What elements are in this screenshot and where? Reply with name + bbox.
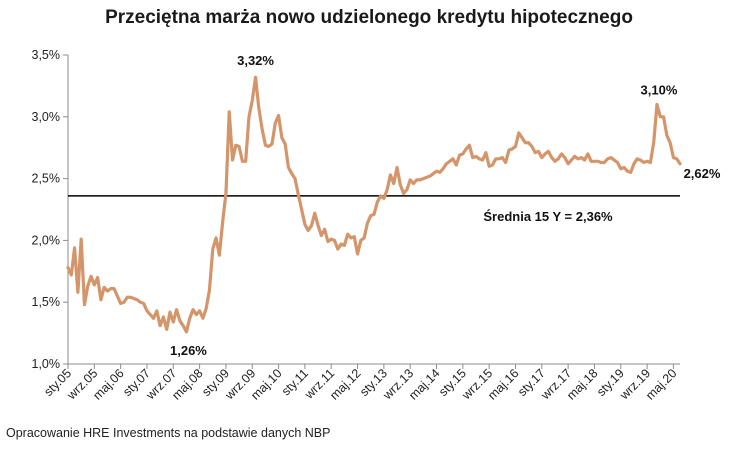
data-label: 1,26% [170, 343, 207, 358]
average-reference-line: Średnia 15 Y = 2,36% [68, 195, 680, 224]
y-tick-label: 1,0% [32, 357, 61, 371]
data-label: 2,62% [684, 166, 721, 181]
x-axis-ticks: sty.05wrz.05maj.06sty.07wrz.07maj.08sty.… [41, 364, 680, 403]
y-tick-label: 2,5% [32, 172, 61, 186]
axes [67, 55, 680, 365]
data-label: 3,32% [237, 53, 274, 68]
data-label: 3,10% [641, 82, 678, 97]
y-tick-label: 3,0% [32, 110, 61, 124]
y-axis-ticks: 3,5% 3,0% 2,5% 2,0% 1,5% 1,0% [32, 48, 68, 371]
y-tick-label: 1,5% [32, 295, 61, 309]
series-layer [66, 75, 682, 334]
annotations-layer: 3,32% 1,26% 3,10% 2,62% [170, 53, 721, 358]
margin-series-line [66, 75, 682, 334]
y-tick-label: 2,0% [32, 233, 61, 247]
chart-title: Przeciętna marża nowo udzielonego kredyt… [105, 7, 633, 28]
y-tick-label: 3,5% [32, 48, 61, 62]
average-line-label: Średnia 15 Y = 2,36% [483, 209, 613, 224]
source-note: Opracowanie HRE Investments na podstawie… [6, 426, 331, 440]
